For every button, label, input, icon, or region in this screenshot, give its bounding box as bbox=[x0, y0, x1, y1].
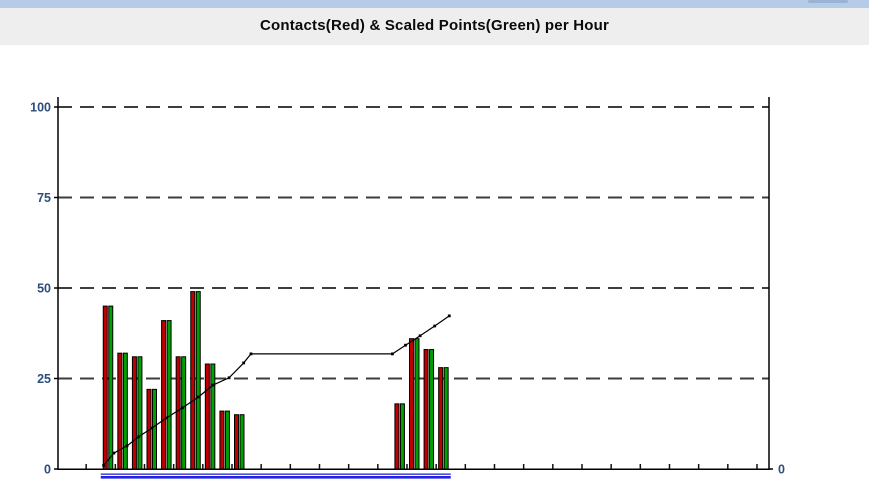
line-point bbox=[433, 324, 437, 328]
contacts-bar bbox=[394, 403, 400, 470]
line-point bbox=[391, 352, 394, 356]
contacts-bar bbox=[190, 291, 196, 470]
points-bar bbox=[210, 363, 216, 470]
line-point bbox=[150, 426, 154, 430]
contacts-bar bbox=[131, 356, 137, 470]
points-bar bbox=[122, 352, 128, 470]
line-point bbox=[211, 383, 215, 387]
plot-panel: 0255075100025050075010000481216202428323… bbox=[0, 45, 869, 484]
chart-title: Contacts(Red) & Scaled Points(Green) per… bbox=[259, 17, 610, 34]
line-point bbox=[164, 416, 168, 420]
contacts-bar bbox=[219, 410, 225, 470]
points-bar bbox=[443, 367, 449, 470]
top-strip-highlight bbox=[808, 0, 848, 3]
line-point bbox=[181, 406, 184, 410]
points-bar bbox=[166, 320, 172, 470]
line-point bbox=[249, 352, 253, 356]
y-axis-label-left: 50 bbox=[37, 282, 51, 296]
active-contest-underline bbox=[100, 473, 451, 475]
active-contest-underline bbox=[100, 476, 451, 479]
chart-canvas: 0255075100025050075010000481216202428323… bbox=[30, 97, 785, 479]
contacts-bar bbox=[102, 305, 108, 470]
points-bar bbox=[224, 410, 230, 470]
line-point bbox=[137, 435, 141, 439]
y-axis-label-right: 0 bbox=[778, 463, 785, 477]
points-bar bbox=[181, 356, 187, 470]
line-point bbox=[242, 361, 246, 365]
y-axis-label-left: 0 bbox=[44, 463, 51, 477]
line-point bbox=[227, 376, 231, 380]
points-bar bbox=[429, 349, 435, 470]
contacts-bar bbox=[161, 320, 167, 470]
contacts-bar bbox=[175, 356, 181, 470]
window-top-strip bbox=[0, 0, 869, 8]
contacts-bar bbox=[438, 367, 444, 470]
points-bar bbox=[137, 356, 143, 470]
points-bar bbox=[108, 305, 114, 470]
contacts-bar bbox=[233, 414, 239, 470]
y-axis-label-left: 75 bbox=[37, 191, 51, 205]
y-axis-label-left: 25 bbox=[37, 372, 51, 386]
points-bar bbox=[195, 291, 201, 470]
line-point bbox=[125, 444, 129, 448]
contacts-bar bbox=[408, 338, 414, 470]
contacts-bar bbox=[117, 352, 123, 470]
line-point bbox=[112, 451, 116, 455]
contacts-bar bbox=[423, 349, 429, 470]
line-point bbox=[197, 395, 200, 399]
line-point bbox=[447, 314, 451, 318]
line-point bbox=[418, 334, 422, 338]
points-bar bbox=[414, 338, 420, 470]
line-point bbox=[102, 463, 106, 467]
line-point bbox=[404, 343, 407, 347]
y-axis-label-left: 100 bbox=[30, 101, 51, 115]
points-bar bbox=[239, 414, 245, 470]
contacts-bar bbox=[204, 363, 210, 470]
points-bar bbox=[399, 403, 405, 470]
